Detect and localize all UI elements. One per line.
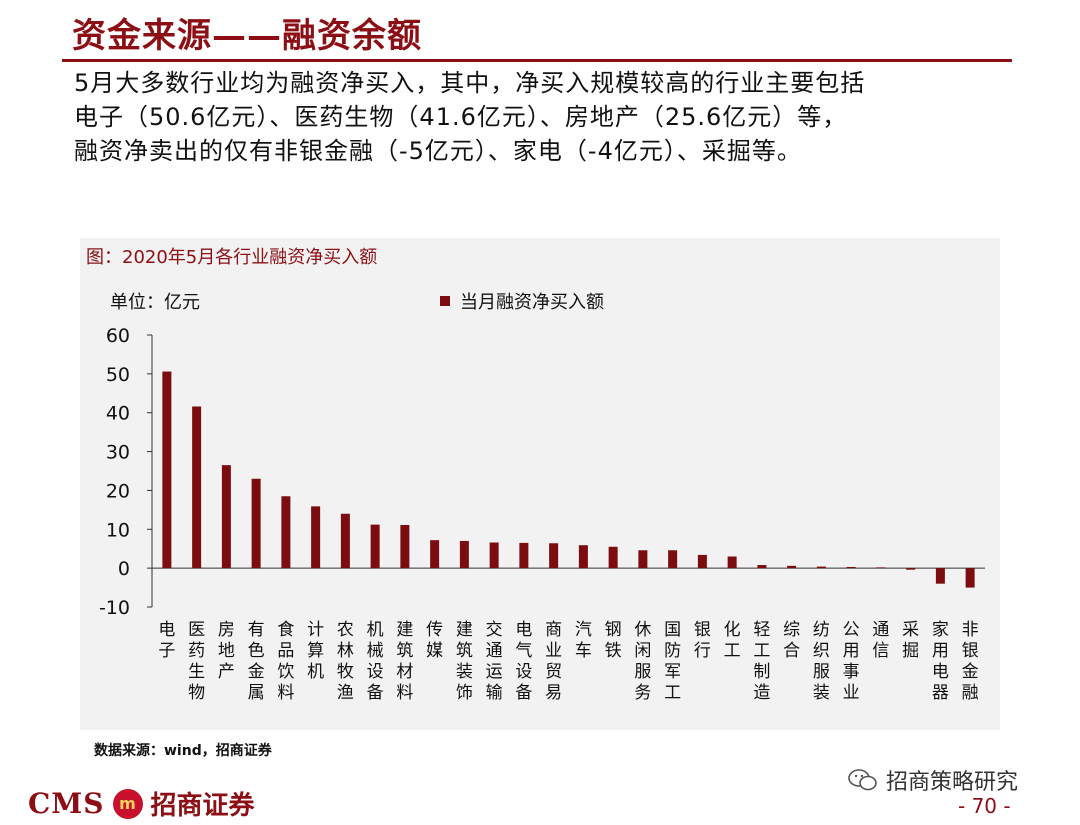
x-tick-label: 轻工制造 [753, 620, 770, 703]
x-tick-label: 综合 [783, 620, 800, 661]
slide-body: 5月大多数行业均为融资净买入，其中，净买入规模较高的行业主要包括 电子（50.6… [74, 66, 1014, 168]
logo-cn-text: 招商证券 [150, 791, 255, 821]
chart-legend: 当月融资净买入额 [440, 288, 604, 314]
x-tick-label: 国防军工 [664, 620, 681, 703]
wechat-label: 招商策略研究 [886, 770, 1019, 795]
cms-logo: CMS m 招商证券 [28, 785, 255, 822]
y-tick-label: 20 [106, 480, 130, 502]
y-tick-label: -10 [99, 597, 130, 619]
x-tick-label: 有色金属 [248, 620, 265, 703]
bar [757, 565, 767, 569]
bar [697, 554, 707, 569]
x-tick-label: 建筑材料 [396, 620, 413, 703]
x-tick-label: 汽车 [575, 620, 592, 661]
bar [608, 546, 618, 569]
unit-label: 单位：亿元 [110, 292, 200, 313]
x-tick-label: 房地产 [218, 620, 235, 682]
bar [489, 542, 499, 569]
bar [727, 556, 737, 569]
bar [935, 568, 945, 584]
bar [340, 513, 350, 569]
y-tick-label: 30 [106, 442, 130, 464]
legend-swatch [440, 296, 450, 306]
wechat-icon [848, 769, 877, 791]
x-tick-label: 银行 [694, 620, 711, 661]
bar [221, 465, 231, 569]
x-tick-label: 传媒 [426, 620, 443, 661]
x-tick-label: 休闲服务 [634, 620, 651, 703]
x-tick-label: 采掘 [902, 620, 919, 661]
x-tick-label: 电气设备 [515, 620, 532, 703]
legend-label: 当月融资净买入额 [460, 292, 604, 313]
bar [430, 540, 440, 569]
bar [906, 568, 916, 570]
bar [965, 568, 975, 588]
bar [251, 478, 261, 569]
x-tick-label: 机械设备 [367, 620, 384, 703]
bar [816, 566, 826, 569]
body-line: 融资净卖出的仅有非银金融（-5亿元）、家电（-4亿元）、采掘等。 [74, 137, 802, 165]
y-tick-label: 40 [106, 403, 130, 425]
y-tick-label: 10 [106, 519, 130, 541]
bar [578, 545, 588, 569]
x-tick-label: 计算机 [307, 620, 324, 682]
x-tick-label: 化工 [724, 620, 741, 661]
bar [668, 550, 678, 569]
x-tick-label: 商业贸易 [545, 620, 562, 703]
data-source: 数据来源：wind，招商证券 [94, 743, 272, 759]
page-number: - 70 - [958, 794, 1011, 818]
bar [549, 543, 559, 569]
x-tick-label: 家用电器 [932, 620, 949, 703]
x-tick-label: 电子 [158, 620, 175, 661]
slide-title: 资金来源——融资余额 [72, 16, 422, 56]
bar [192, 406, 202, 569]
bar [311, 506, 321, 569]
x-tick-label: 公用事业 [843, 620, 860, 703]
x-tick-label: 钢铁 [605, 620, 622, 661]
body-line: 电子（50.6亿元）、医药生物（41.6亿元）、房地产（25.6亿元）等， [74, 103, 848, 131]
bar [162, 371, 172, 569]
bar [519, 542, 529, 569]
bar [370, 524, 380, 569]
chart-panel [80, 238, 1000, 730]
bar [459, 540, 469, 569]
y-tick-label: 50 [106, 364, 130, 386]
chart-title: 图：2020年5月各行业融资净买入额 [86, 247, 378, 268]
wechat-watermark: 招商策略研究 [848, 764, 1018, 796]
body-line: 5月大多数行业均为融资净买入，其中，净买入规模较高的行业主要包括 [74, 69, 866, 97]
bar [846, 566, 856, 569]
x-tick-label: 非银金融 [962, 620, 979, 703]
bar [876, 567, 886, 569]
bar [787, 565, 797, 569]
y-tick-label: 0 [118, 558, 130, 580]
x-tick-label: 建筑装饰 [456, 620, 473, 703]
title-divider [62, 59, 1012, 62]
x-tick-label: 医药生物 [188, 620, 205, 703]
x-tick-label: 通信 [872, 620, 889, 661]
x-tick-label: 交通运输 [486, 620, 503, 703]
x-tick-label: 食品饮料 [277, 620, 294, 703]
x-tick-label: 纺织服装 [813, 620, 830, 703]
y-tick-label: 60 [106, 325, 130, 347]
logo-text: CMS [28, 787, 105, 820]
bar [638, 550, 648, 569]
bar [281, 496, 291, 569]
x-tick-label: 农林牧渔 [337, 620, 354, 703]
bar [400, 525, 410, 569]
logo-emblem-icon: m [112, 788, 143, 819]
